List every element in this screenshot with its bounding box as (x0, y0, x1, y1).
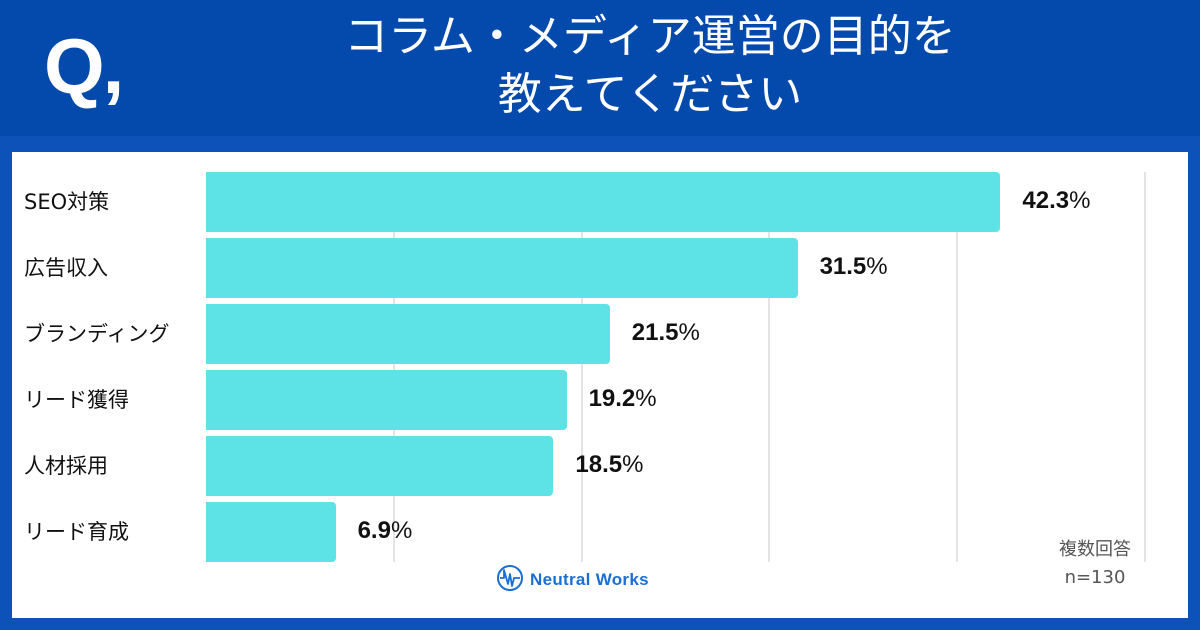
bar (206, 238, 798, 298)
bar (206, 370, 567, 430)
bar (206, 502, 336, 562)
value-unit: % (866, 253, 888, 280)
value-number: 6.9 (357, 517, 391, 544)
value-label: 21.5% (632, 303, 700, 363)
category-label: 広告収入 (24, 256, 108, 280)
value-unit: % (1069, 187, 1091, 214)
sample-size: n=130 (1064, 567, 1126, 588)
chart-footnote: 複数回答 n=130 (1040, 536, 1150, 592)
multi-answer-note: 複数回答 (1059, 539, 1131, 560)
category-label: リード獲得 (24, 388, 129, 412)
neutral-works-logo-icon (496, 564, 524, 596)
gridline (392, 172, 395, 562)
title-line-1: コラム・メディア運営の目的を (344, 11, 956, 62)
value-label: 19.2% (589, 369, 657, 429)
value-label: 18.5% (575, 435, 643, 495)
category-label: 人材採用 (24, 454, 108, 478)
gridline (956, 172, 959, 562)
value-unit: % (622, 451, 644, 478)
category-label: リード育成 (24, 520, 129, 544)
value-number: 21.5 (631, 319, 679, 346)
value-label: 42.3% (1022, 171, 1090, 231)
value-label: 31.5% (820, 237, 888, 297)
question-mark-label: Q, (44, 22, 124, 110)
value-unit: % (635, 385, 657, 412)
value-label: 6.9% (358, 501, 413, 561)
brand-name: Neutral Works (530, 570, 649, 589)
value-unit: % (678, 319, 700, 346)
value-unit: % (390, 517, 413, 544)
gridline (1144, 172, 1146, 562)
value-number: 19.2 (588, 385, 636, 412)
bar (206, 172, 1001, 232)
category-label: ブランディング (24, 322, 170, 346)
bar (206, 304, 610, 364)
value-number: 31.5 (819, 253, 867, 280)
category-label: SEO対策 (24, 190, 110, 214)
value-number: 42.3 (1022, 187, 1070, 214)
value-number: 18.5 (575, 451, 623, 478)
page-title: コラム・メディア運営の目的を 教えてください (220, 8, 1080, 124)
gridline (768, 172, 771, 562)
bar (206, 436, 554, 496)
title-line-2: 教えてください (497, 69, 803, 120)
header-banner (0, 0, 1200, 136)
brand-logo: Neutral Works (496, 564, 649, 596)
gridline (580, 172, 583, 562)
